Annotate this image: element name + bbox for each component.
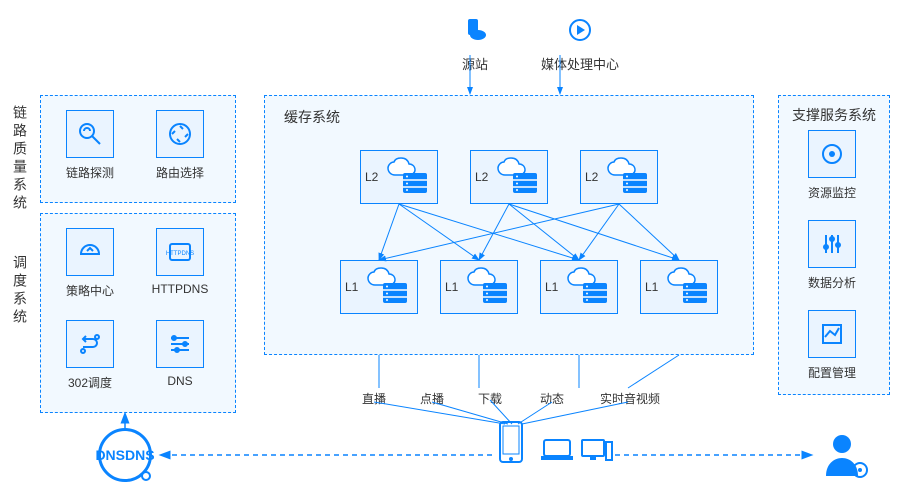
top-label: 媒体处理中心 (540, 54, 620, 73)
route-select-icon (165, 119, 195, 149)
cache-node-l1-1: L1 (440, 260, 518, 314)
config-mgmt-icon (817, 319, 847, 349)
device-laptop-icon (540, 438, 574, 465)
policy-center-icon (75, 237, 105, 267)
cloud-server-icon (603, 157, 653, 197)
cache-system-title: 缓存系统 (284, 107, 340, 127)
node-label: L1 (345, 280, 359, 294)
card-label: 资源监控 (800, 184, 864, 201)
node-label: L1 (645, 280, 659, 294)
quality-system-vlabel: 链路质量系统 (10, 105, 30, 213)
end-user-icon (820, 430, 870, 483)
dispatch-system-vlabel: 调度系统 (10, 255, 30, 327)
card-label: 数据分析 (800, 274, 864, 291)
cloud-server-icon (383, 157, 433, 197)
service-label-1: 点播 (420, 390, 444, 407)
service-label-0: 直播 (362, 390, 386, 407)
device-desktop-icon (580, 438, 614, 465)
dispatch-card-302: 302调度 (58, 320, 122, 391)
node-label: L1 (445, 280, 459, 294)
cache-node-l1-3: L1 (640, 260, 718, 314)
node-label: L2 (475, 170, 489, 184)
cloud-server-icon (363, 267, 413, 307)
cache-node-l1-2: L1 (540, 260, 618, 314)
origin-server-icon (460, 15, 490, 45)
node-label: L1 (545, 280, 559, 294)
card-label: DNS (148, 374, 212, 388)
dispatch-card-dns: DNS (148, 320, 212, 388)
cache-node-l2-2: L2 (580, 150, 658, 204)
service-label-4: 实时音视频 (600, 390, 660, 407)
cloud-server-icon (463, 267, 513, 307)
dns-node: DNSDNS (98, 428, 152, 482)
cache-node-l2-0: L2 (360, 150, 438, 204)
card-label: 302调度 (58, 374, 122, 391)
dispatch-card-policy: 策略中心 (58, 228, 122, 299)
svg-text:HTTPDNS: HTTPDNS (166, 251, 194, 257)
service-label-2: 下载 (478, 390, 502, 407)
device-phone-icon (498, 420, 524, 467)
dispatch-card-httpdns: HTTPDNS HTTPDNS (148, 228, 212, 296)
dns-label: DNS (125, 447, 155, 463)
quality-card-probe: 链路探测 (58, 110, 122, 181)
resource-monitor-icon (817, 139, 847, 169)
cache-node-l2-1: L2 (470, 150, 548, 204)
cloud-server-icon (493, 157, 543, 197)
support-card-monitor: 资源监控 (800, 130, 864, 201)
httpdns-icon: HTTPDNS (165, 237, 195, 267)
card-label: 策略中心 (58, 282, 122, 299)
link-probe-icon (75, 119, 105, 149)
media-processing-icon (565, 15, 595, 45)
redirect-302-icon (75, 329, 105, 359)
cloud-server-icon (663, 267, 713, 307)
cloud-server-icon (563, 267, 613, 307)
dns-label: DNS (95, 447, 125, 463)
support-system-title: 支撑服务系统 (792, 105, 876, 125)
top-label: 源站 (435, 54, 515, 73)
data-analytics-icon (817, 229, 847, 259)
card-label: 路由选择 (148, 164, 212, 181)
card-label: 链路探测 (58, 164, 122, 181)
top-origin-server-icon: 源站 (435, 10, 515, 73)
card-label: HTTPDNS (148, 282, 212, 296)
dns-icon (165, 329, 195, 359)
service-label-3: 动态 (540, 390, 564, 407)
cache-system-box (264, 95, 754, 355)
cache-node-l1-0: L1 (340, 260, 418, 314)
quality-card-route: 路由选择 (148, 110, 212, 181)
card-label: 配置管理 (800, 364, 864, 381)
node-label: L2 (585, 170, 599, 184)
support-card-config: 配置管理 (800, 310, 864, 381)
node-label: L2 (365, 170, 379, 184)
support-card-analytics: 数据分析 (800, 220, 864, 291)
top-media-processing-icon: 媒体处理中心 (540, 10, 620, 73)
